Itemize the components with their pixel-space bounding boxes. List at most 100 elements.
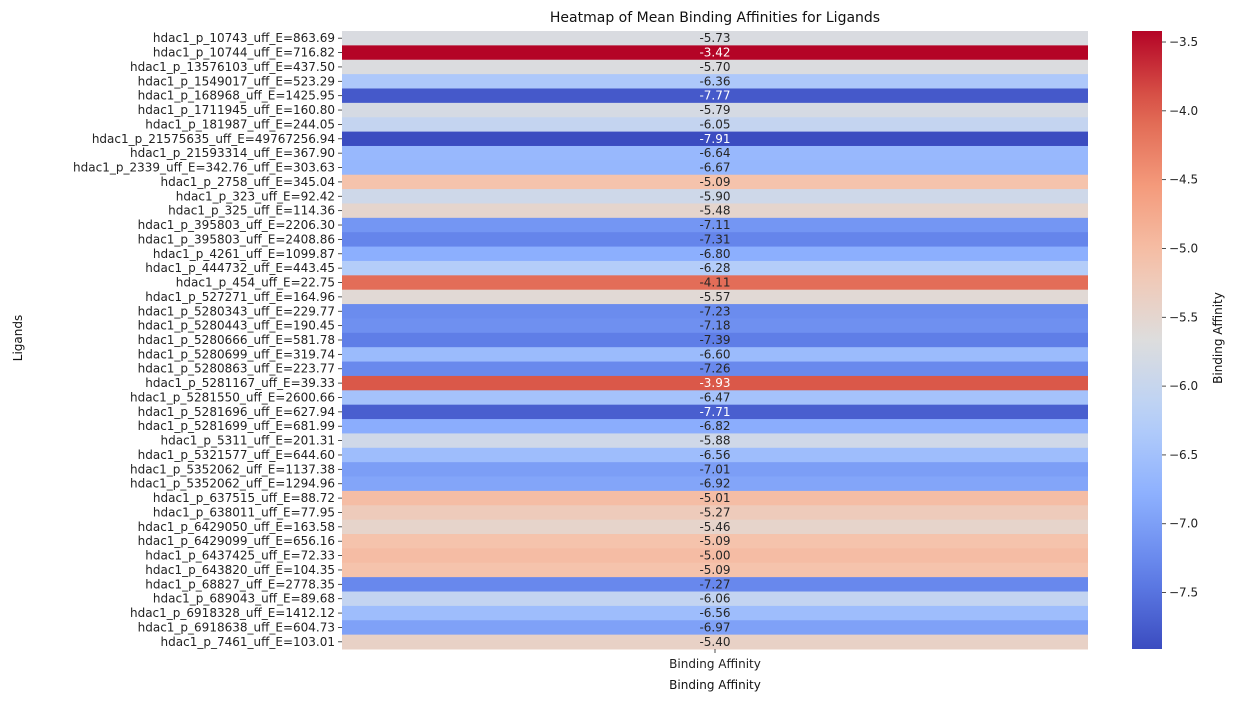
cell-value-label: -5.09 — [699, 534, 730, 548]
y-tick-label: hdac1_p_5281699_uff_E=681.99 — [138, 419, 335, 433]
colorbar-tick-label: −4.0 — [1169, 104, 1198, 118]
colorbar — [1132, 31, 1162, 649]
y-tick-label: hdac1_p_643820_uff_E=104.35 — [145, 563, 335, 577]
heatmap-cell — [342, 361, 1088, 377]
y-tick-label: hdac1_p_638011_uff_E=77.95 — [153, 505, 335, 519]
colorbar-title: Binding Affinity — [1211, 292, 1225, 384]
heatmap-cell — [342, 634, 1088, 650]
x-axis-title: Binding Affinity — [669, 678, 761, 692]
heatmap-cell — [342, 462, 1088, 478]
cell-value-label: -6.60 — [699, 347, 730, 361]
y-tick-label: hdac1_p_2758_uff_E=345.04 — [161, 175, 335, 189]
heatmap-cell — [342, 476, 1088, 492]
cell-value-label: -3.42 — [699, 46, 730, 60]
cell-value-label: -6.56 — [699, 606, 730, 620]
heatmap-cell — [342, 390, 1088, 406]
y-tick-label: hdac1_p_6437425_uff_E=72.33 — [145, 549, 335, 563]
heatmap-cell — [342, 217, 1088, 233]
cell-value-label: -7.11 — [699, 218, 730, 232]
cell-value-label: -5.01 — [699, 491, 730, 505]
cell-value-label: -7.91 — [699, 132, 730, 146]
cell-value-label: -5.00 — [699, 549, 730, 563]
colorbar-tick-label: −3.5 — [1169, 35, 1198, 49]
colorbar-tick-label: −7.0 — [1169, 517, 1198, 531]
y-tick-label: hdac1_p_5280699_uff_E=319.74 — [138, 347, 335, 361]
y-tick-label: hdac1_p_5280666_uff_E=581.78 — [138, 333, 335, 347]
heatmap-cell — [342, 117, 1088, 133]
heatmap-cell — [342, 347, 1088, 363]
heatmap-cell — [342, 174, 1088, 190]
y-tick-label: hdac1_p_325_uff_E=114.36 — [168, 204, 335, 218]
cell-value-label: -6.06 — [699, 592, 730, 606]
y-tick-label: hdac1_p_5311_uff_E=201.31 — [161, 434, 335, 448]
y-tick-label: hdac1_p_68827_uff_E=2778.35 — [145, 577, 335, 591]
y-tick-label: hdac1_p_6918638_uff_E=604.73 — [138, 620, 335, 634]
cell-value-label: -5.88 — [699, 434, 730, 448]
heatmap-cell — [342, 375, 1088, 391]
cell-value-label: -7.23 — [699, 304, 730, 318]
colorbar-tick-label: −4.5 — [1169, 173, 1198, 187]
heatmap-cell — [342, 318, 1088, 334]
y-tick-label: hdac1_p_21575635_uff_E=49767256.94 — [92, 132, 335, 146]
heatmap-cell — [342, 203, 1088, 219]
heatmap-cell — [342, 160, 1088, 176]
y-tick-label: hdac1_p_323_uff_E=92.42 — [176, 189, 335, 203]
cell-value-label: -5.09 — [699, 563, 730, 577]
heatmap-cell — [342, 102, 1088, 118]
y-tick-label: hdac1_p_5280863_uff_E=223.77 — [138, 362, 335, 376]
heatmap-cell — [342, 275, 1088, 291]
cell-value-label: -6.28 — [699, 261, 730, 275]
heatmap-cell — [342, 74, 1088, 89]
cell-value-label: -6.36 — [699, 74, 730, 88]
cell-value-label: -5.70 — [699, 60, 730, 74]
x-tick-label: Binding Affinity — [669, 657, 761, 671]
cell-value-label: -4.11 — [699, 276, 730, 290]
y-tick-label: hdac1_p_2339_uff_E=342.76_uff_E=303.63 — [73, 161, 335, 175]
heatmap-cell — [342, 189, 1088, 204]
y-tick-label: hdac1_p_10743_uff_E=863.69 — [153, 31, 335, 45]
cell-value-label: -5.40 — [699, 635, 730, 649]
heatmap-cell — [342, 548, 1088, 564]
heatmap-cell — [342, 519, 1088, 535]
y-tick-label: hdac1_p_5321577_uff_E=644.60 — [138, 448, 335, 462]
heatmap-cell — [342, 605, 1088, 621]
heatmap-cell — [342, 45, 1088, 61]
y-tick-label: hdac1_p_21593314_uff_E=367.90 — [130, 146, 335, 160]
cell-value-label: -7.18 — [699, 319, 730, 333]
y-tick-label: hdac1_p_6918328_uff_E=1412.12 — [130, 606, 335, 620]
cell-value-label: -5.73 — [699, 31, 730, 45]
heatmap-cell — [342, 534, 1088, 549]
y-tick-label: hdac1_p_5281696_uff_E=627.94 — [138, 405, 335, 419]
cell-value-label: -7.39 — [699, 333, 730, 347]
heatmap-cell — [342, 332, 1088, 348]
colorbar-tick-label: −7.5 — [1169, 586, 1198, 600]
y-tick-label: hdac1_p_395803_uff_E=2206.30 — [138, 218, 335, 232]
heatmap-cell — [342, 232, 1088, 248]
heatmap-cell — [342, 490, 1088, 506]
y-tick-label: hdac1_p_10744_uff_E=716.82 — [153, 46, 335, 60]
y-tick-label: hdac1_p_689043_uff_E=89.68 — [153, 592, 335, 606]
heatmap-cell — [342, 59, 1088, 75]
y-tick-label: hdac1_p_395803_uff_E=2408.86 — [138, 232, 335, 246]
cell-value-label: -7.31 — [699, 232, 730, 246]
cell-value-label: -6.56 — [699, 448, 730, 462]
heatmap-cell — [342, 505, 1088, 521]
y-tick-label: hdac1_p_7461_uff_E=103.01 — [161, 635, 335, 649]
heatmap-cells: -5.73-3.42-5.70-6.36-7.77-5.79-6.05-7.91… — [342, 31, 1088, 650]
heatmap-cell — [342, 31, 1088, 46]
y-tick-label: hdac1_p_13576103_uff_E=437.50 — [130, 60, 335, 74]
cell-value-label: -6.47 — [699, 390, 730, 404]
heatmap-cell — [342, 289, 1088, 305]
y-tick-label: hdac1_p_4261_uff_E=1099.87 — [153, 247, 335, 261]
cell-value-label: -6.82 — [699, 419, 730, 433]
heatmap-cell — [342, 419, 1088, 434]
cell-value-label: -5.90 — [699, 189, 730, 203]
y-tick-label: hdac1_p_444732_uff_E=443.45 — [145, 261, 335, 275]
cell-value-label: -7.01 — [699, 462, 730, 476]
heatmap-cell — [342, 131, 1088, 147]
y-tick-label: hdac1_p_6429050_uff_E=163.58 — [138, 520, 335, 534]
heatmap-cell — [342, 591, 1088, 607]
heatmap-cell — [342, 577, 1088, 593]
y-tick-label: hdac1_p_5280343_uff_E=229.77 — [138, 304, 335, 318]
cell-value-label: -6.05 — [699, 117, 730, 131]
